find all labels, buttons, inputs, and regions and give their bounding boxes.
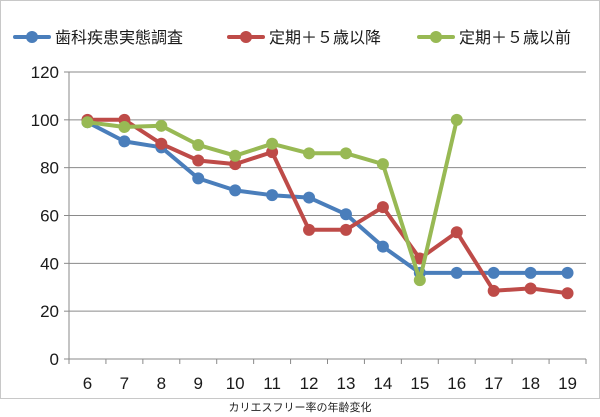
legend: 歯科疾患実態調査 定期＋５歳以降 定期＋５歳以前	[13, 28, 571, 47]
y-tick-label: 0	[50, 350, 59, 369]
legend-item-3: 定期＋５歳以前	[417, 28, 571, 47]
grid-lines	[69, 71, 586, 312]
line-chart: 0 20 40 60 80 100 120 6 7 8 9 10 11 12 13 14 15 16 17 18 19…	[13, 28, 587, 393]
x-tick-label: 8	[157, 374, 166, 393]
data-point	[81, 116, 94, 129]
y-tick-label: 120	[31, 63, 59, 82]
data-point	[376, 158, 389, 171]
data-point	[339, 147, 352, 160]
legend-swatch-marker	[430, 31, 442, 43]
x-tick-label: 7	[120, 374, 129, 393]
legend-label: 定期＋５歳以前	[459, 28, 571, 47]
y-tick-label: 80	[40, 159, 59, 178]
axes	[64, 71, 587, 364]
x-tick-label: 6	[83, 374, 92, 393]
legend-label: 定期＋５歳以降	[269, 28, 381, 47]
data-point	[413, 274, 426, 287]
data-point	[118, 121, 131, 134]
y-tick-label: 40	[40, 254, 59, 273]
x-tick-labels: 6 7 8 9 10 11 12 13 14 15 16 17 18 19	[83, 374, 577, 393]
series	[81, 113, 574, 300]
data-point	[303, 191, 316, 204]
data-point	[339, 208, 352, 221]
data-point	[487, 266, 500, 279]
x-tick-label: 19	[558, 374, 577, 393]
x-tick-label: 15	[410, 374, 429, 393]
data-point	[561, 266, 574, 279]
data-point	[266, 146, 279, 159]
data-point	[155, 137, 168, 150]
data-point	[376, 201, 389, 214]
x-tick-label: 16	[447, 374, 466, 393]
data-point	[266, 189, 279, 202]
legend-swatch-marker	[240, 31, 252, 43]
data-point	[524, 282, 537, 295]
series-2	[81, 113, 574, 300]
data-point	[229, 158, 242, 171]
y-tick-labels: 0 20 40 60 80 100 120	[31, 63, 59, 369]
data-point	[450, 113, 463, 126]
x-tick-label: 9	[194, 374, 203, 393]
x-tick-label: 12	[300, 374, 319, 393]
data-point	[229, 184, 242, 197]
data-point	[339, 223, 352, 236]
data-point	[524, 266, 537, 279]
x-tick-label: 18	[521, 374, 540, 393]
y-tick-label: 100	[31, 111, 59, 130]
data-point	[192, 138, 205, 151]
chart-caption: カリエスフリー率の年齢変化	[228, 401, 372, 414]
chart-frame: 0 20 40 60 80 100 120 6 7 8 9 10 11 12 13 14 15 16 17 18 19…	[0, 0, 600, 399]
x-tick-label: 17	[484, 374, 503, 393]
data-point	[450, 226, 463, 239]
data-point	[229, 149, 242, 162]
data-point	[450, 266, 463, 279]
x-tick-label: 11	[263, 374, 281, 393]
data-point	[561, 287, 574, 300]
data-point	[303, 223, 316, 236]
y-tick-label: 20	[40, 302, 59, 321]
data-point	[266, 137, 279, 150]
legend-item-1: 歯科疾患実態調査	[13, 28, 183, 47]
series-line	[85, 117, 570, 296]
data-point	[155, 119, 168, 132]
x-tick-label: 13	[337, 374, 356, 393]
series-line	[85, 120, 570, 275]
series-3	[81, 113, 463, 287]
y-tick-label: 60	[40, 207, 59, 226]
legend-swatch-marker	[26, 31, 38, 43]
x-tick-label: 10	[226, 374, 245, 393]
data-point	[303, 147, 316, 160]
x-tick-label: 14	[373, 374, 392, 393]
data-point	[192, 154, 205, 167]
legend-label: 歯科疾患実態調査	[55, 28, 183, 47]
data-point	[118, 135, 131, 148]
legend-item-2: 定期＋５歳以降	[227, 28, 381, 47]
data-point	[192, 172, 205, 185]
data-point	[376, 240, 389, 253]
data-point	[487, 284, 500, 297]
